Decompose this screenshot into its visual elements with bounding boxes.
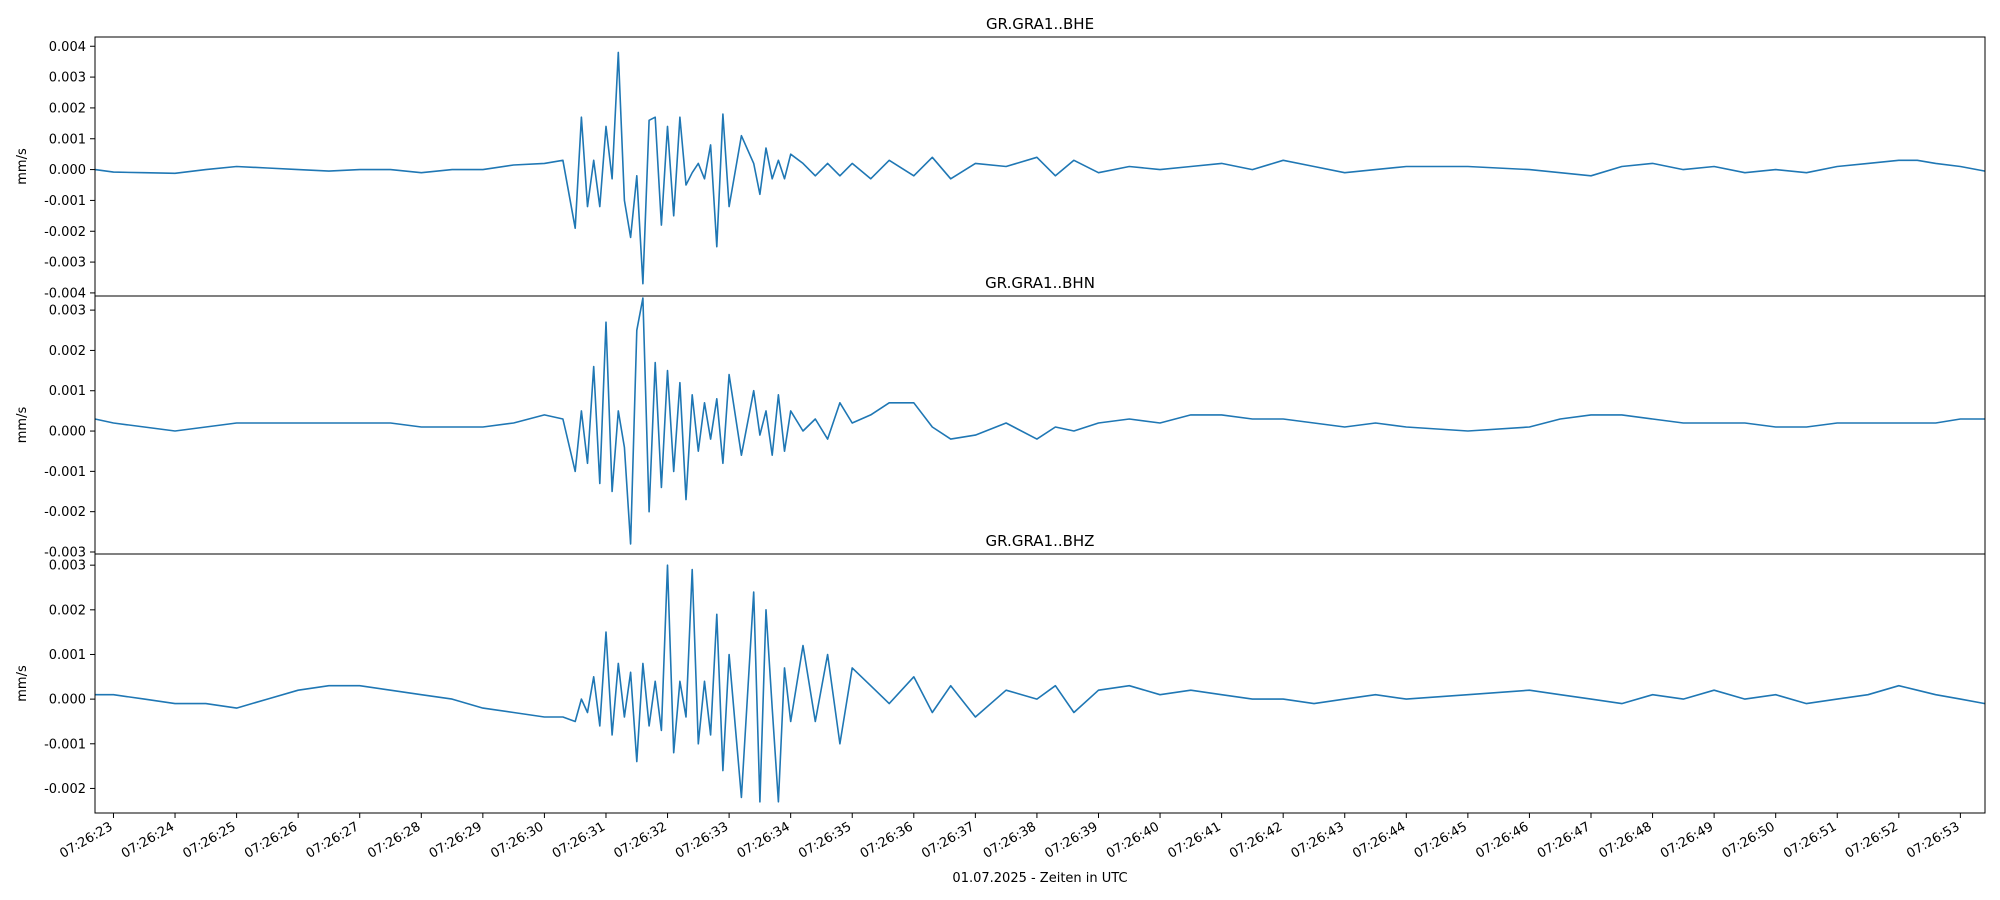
- x-tick-label: 07:26:41: [1166, 819, 1224, 861]
- x-tick-label: 07:26:26: [242, 819, 300, 861]
- y-tick-label: 0.001: [49, 648, 86, 663]
- x-tick-label: 07:26:32: [611, 819, 669, 861]
- x-tick-label: 07:26:25: [181, 819, 239, 861]
- x-tick-label: 07:26:23: [57, 819, 115, 861]
- y-axis-label: mm/s: [15, 407, 30, 444]
- y-tick-label: -0.002: [44, 782, 86, 797]
- x-tick-label: 07:26:29: [427, 819, 485, 861]
- waveform-line: [94, 51, 1986, 285]
- x-tick-label: 07:26:35: [796, 819, 854, 861]
- panel-3: GR.GRA1..BHZ mm/s -0.002 -0.001 0.000 0.001 0.…: [15, 532, 1986, 814]
- x-tick-label: 07:26:40: [1104, 819, 1162, 861]
- x-tick-label: 07:26:34: [735, 819, 793, 861]
- y-tick-label: 0.003: [49, 71, 86, 86]
- waveform-line: [94, 297, 1985, 545]
- y-tick-label: 0.002: [49, 603, 86, 618]
- y-tick-label: -0.002: [44, 225, 86, 240]
- waveform-line: [95, 564, 1986, 803]
- x-tick-label: 07:26:44: [1350, 819, 1408, 861]
- y-tick-label: 0.001: [49, 132, 86, 147]
- y-tick-label: -0.001: [44, 465, 86, 480]
- x-tick-label: 07:26:53: [1904, 819, 1962, 861]
- x-tick-label: 07:26:52: [1843, 819, 1901, 861]
- x-tick-label: 07:26:42: [1227, 819, 1285, 861]
- panel-title: GR.GRA1..BHE: [986, 15, 1094, 33]
- x-tick-label: 07:26:43: [1289, 819, 1347, 861]
- panel-title: GR.GRA1..BHN: [985, 274, 1095, 292]
- plot-frame: [94, 36, 1986, 297]
- y-tick-label: 0.002: [49, 101, 86, 116]
- x-tick-label: 07:26:49: [1658, 819, 1716, 861]
- x-tick-label: 07:26:24: [119, 819, 177, 861]
- y-tick-label: 0.001: [49, 384, 86, 399]
- y-tick-label: -0.002: [44, 505, 86, 520]
- x-tick-label: 07:26:31: [550, 819, 608, 861]
- panel-2: GR.GRA1..BHN mm/s -0.003 -0.002 -0.001 0.000 0…: [15, 274, 1986, 560]
- y-tick-label: 0.000: [49, 425, 86, 440]
- x-tick-label: 07:26:33: [673, 819, 731, 861]
- y-tick-label: -0.001: [44, 737, 86, 752]
- x-axis: 07:26:23 07:26:24 07:26:25 07:26:26 07:26:27…: [57, 813, 1962, 862]
- plot-frame: [94, 553, 1986, 814]
- panel-1: GR.GRA1..BHE mm/s -0.004 -0.003 -0.002 -0.001…: [15, 15, 1986, 301]
- x-tick-label: 07:26:48: [1596, 819, 1654, 861]
- x-tick-label: 07:26:38: [981, 819, 1039, 861]
- x-axis-label: 01.07.2025 - Zeiten in UTC: [952, 871, 1127, 886]
- y-tick-label: -0.004: [44, 286, 86, 301]
- y-tick-label: 0.003: [49, 304, 86, 319]
- y-tick-label: 0.000: [49, 163, 86, 178]
- x-tick-label: 07:26:30: [488, 819, 546, 861]
- y-tick-label: -0.003: [44, 545, 86, 560]
- y-axis-label: mm/s: [15, 665, 30, 702]
- x-tick-label: 07:26:50: [1720, 819, 1778, 861]
- x-tick-label: 07:26:51: [1781, 819, 1839, 861]
- x-tick-label: 07:26:39: [1042, 819, 1100, 861]
- x-tick-label: 07:26:47: [1535, 819, 1593, 861]
- y-axis-label: mm/s: [15, 148, 30, 185]
- y-tick-label: 0.003: [49, 559, 86, 574]
- y-tick-label: 0.002: [49, 344, 86, 359]
- y-tick-label: 0.000: [49, 693, 86, 708]
- x-tick-label: 07:26:46: [1473, 819, 1531, 861]
- y-tick-label: 0.004: [49, 40, 86, 55]
- x-tick-label: 07:26:37: [919, 819, 977, 861]
- x-tick-label: 07:26:28: [365, 819, 423, 861]
- x-tick-label: 07:26:27: [304, 819, 362, 861]
- x-tick-label: 07:26:45: [1412, 819, 1470, 861]
- panel-title: GR.GRA1..BHZ: [986, 532, 1095, 550]
- y-tick-label: -0.003: [44, 256, 86, 271]
- plot-frame: [94, 295, 1986, 555]
- y-tick-label: -0.001: [44, 194, 86, 209]
- x-tick-label: 07:26:36: [858, 819, 916, 861]
